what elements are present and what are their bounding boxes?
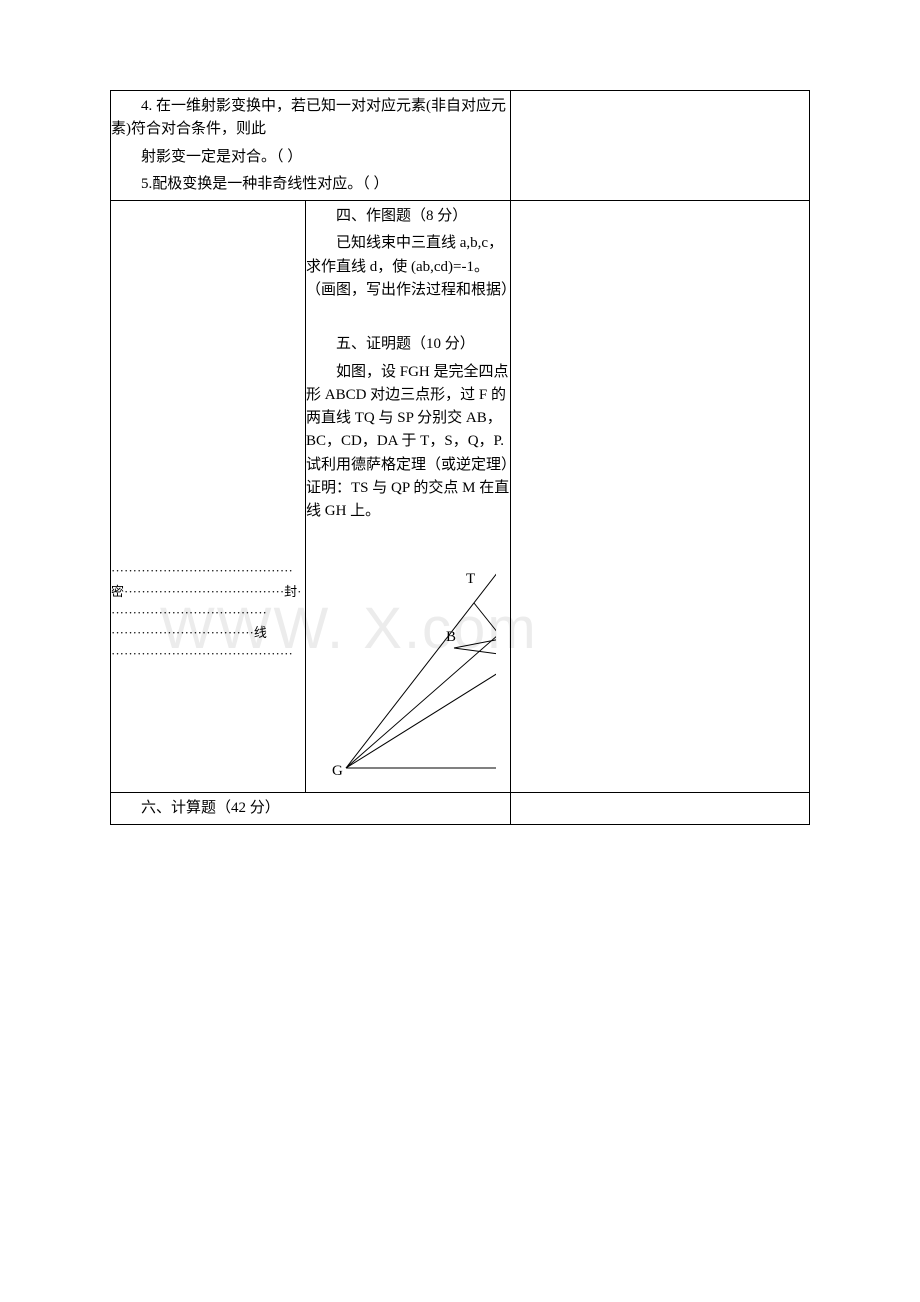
diagram-label-T: T [466,571,475,587]
line-G-mid [346,668,496,768]
cell-section-6: 六、计算题（42 分） [111,792,511,824]
diagram-svg: T B G [306,553,496,783]
cell-empty-top-right [511,91,810,201]
seal-dots-3: ·································线 [111,623,305,644]
geometry-diagram: T B G [306,553,510,791]
section-5-body: 如图，设 FGH 是完全四点形 ABCD 对边三点形，过 F 的两直线 TQ 与… [306,361,510,524]
cell-seal-column: ········································… [111,201,306,793]
section-6-title: 六、计算题（42 分） [111,797,510,820]
line-B-1 [454,638,496,648]
cell-empty-bottom-right [511,792,810,824]
question-4-line2: 射影变一定是对合。（ ） [111,146,510,169]
line-G-T [346,568,496,768]
diagram-label-B: B [446,629,456,645]
seal-text-line: 密·····································封·… [111,582,305,624]
seal-dots-4: ········································… [111,644,305,665]
seal-line-block: ········································… [111,561,305,665]
table-row: 六、计算题（42 分） [111,792,810,824]
cell-sections-4-5: 四、作图题（8 分） 已知线束中三直线 a,b,c，求作直线 d，使 (ab,c… [306,201,511,793]
seal-dots-1: ········································… [111,561,305,582]
question-4-line1: 4. 在一维射影变换中，若已知一对对应元素(非自对应元素)符合对合条件，则此 [111,95,510,142]
diagram-label-G: G [332,763,343,779]
cell-empty-mid-right [511,201,810,793]
line-B-2 [454,648,496,655]
line-G-upper [346,628,496,768]
table-row: 4. 在一维射影变换中，若已知一对对应元素(非自对应元素)符合对合条件，则此 射… [111,91,810,201]
spacer [306,306,510,329]
section-5-title: 五、证明题（10 分） [306,333,510,356]
table-row: ········································… [111,201,810,793]
question-5: 5.配极变换是一种非奇线性对应。（ ） [111,173,510,196]
section-4-body: 已知线束中三直线 a,b,c，求作直线 d，使 (ab,cd)=-1。（画图，写… [306,232,510,302]
exam-table: 4. 在一维射影变换中，若已知一对对应元素(非自对应元素)符合对合条件，则此 射… [110,90,810,825]
section-4-title: 四、作图题（8 分） [306,205,510,228]
line-T-down [474,603,496,643]
cell-questions-4-5: 4. 在一维射影变换中，若已知一对对应元素(非自对应元素)符合对合条件，则此 射… [111,91,511,201]
